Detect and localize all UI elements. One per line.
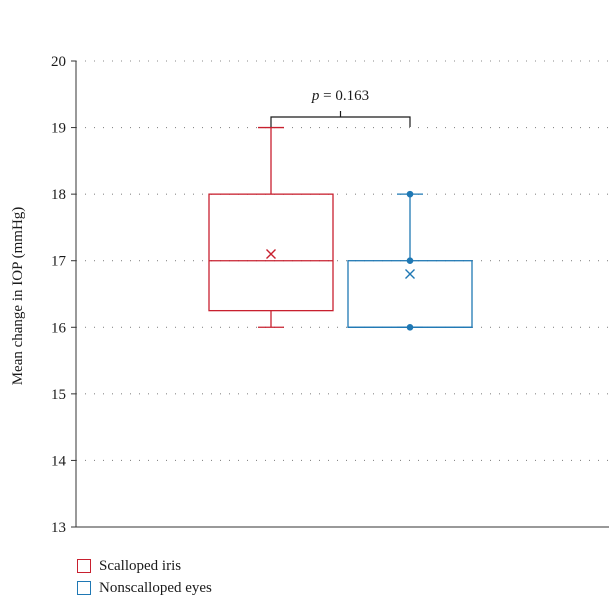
y-tick-label-19: 19: [51, 121, 66, 137]
y-axis-title: Mean change in IOP (mmHg): [10, 207, 26, 386]
legend-swatch-scalloped-iris: [77, 559, 91, 573]
grid-lines: [71, 60, 609, 528]
y-tick-label-17: 17: [51, 254, 67, 270]
data-point-nonscalloped-eyes-0: [406, 323, 414, 331]
legend-item-nonscalloped-eyes: Nonscalloped eyes: [77, 577, 212, 599]
data-point-nonscalloped-eyes-1: [406, 257, 414, 265]
boxes: [208, 126, 473, 331]
legend-item-scalloped-iris: Scalloped iris: [77, 555, 212, 577]
p-value-label: p = 0.163: [311, 88, 369, 104]
box-scalloped-iris: [208, 126, 334, 328]
legend-swatch-nonscalloped-eyes: [77, 581, 91, 595]
p-value-annotation: p = 0.163: [270, 88, 411, 127]
legend-label-scalloped-iris: Scalloped iris: [99, 557, 182, 574]
p-value-text: = 0.163: [319, 88, 369, 104]
legend: Scalloped iris Nonscalloped eyes: [77, 555, 212, 599]
box-body-scalloped-iris: [208, 193, 334, 312]
y-tick-label-15: 15: [51, 387, 66, 403]
y-tick-label-13: 13: [51, 520, 66, 536]
mean-marker-scalloped-iris: [266, 249, 276, 260]
y-tick-labels: 13 14 15 16 17 18 19 20: [51, 54, 67, 536]
mean-marker-nonscalloped-eyes: [405, 269, 415, 280]
y-tick-label-14: 14: [51, 453, 67, 469]
p-value-symbol: p: [311, 88, 320, 104]
box-nonscalloped-eyes: [347, 190, 473, 331]
box-body-nonscalloped-eyes: [347, 260, 473, 328]
y-tick-label-20: 20: [51, 54, 66, 70]
p-value-bracket: [270, 111, 411, 127]
legend-label-nonscalloped-eyes: Nonscalloped eyes: [99, 579, 212, 596]
axes: [75, 61, 609, 528]
y-tick-label-18: 18: [51, 187, 66, 203]
data-point-nonscalloped-eyes-2: [406, 190, 414, 198]
y-tick-label-16: 16: [51, 320, 67, 336]
